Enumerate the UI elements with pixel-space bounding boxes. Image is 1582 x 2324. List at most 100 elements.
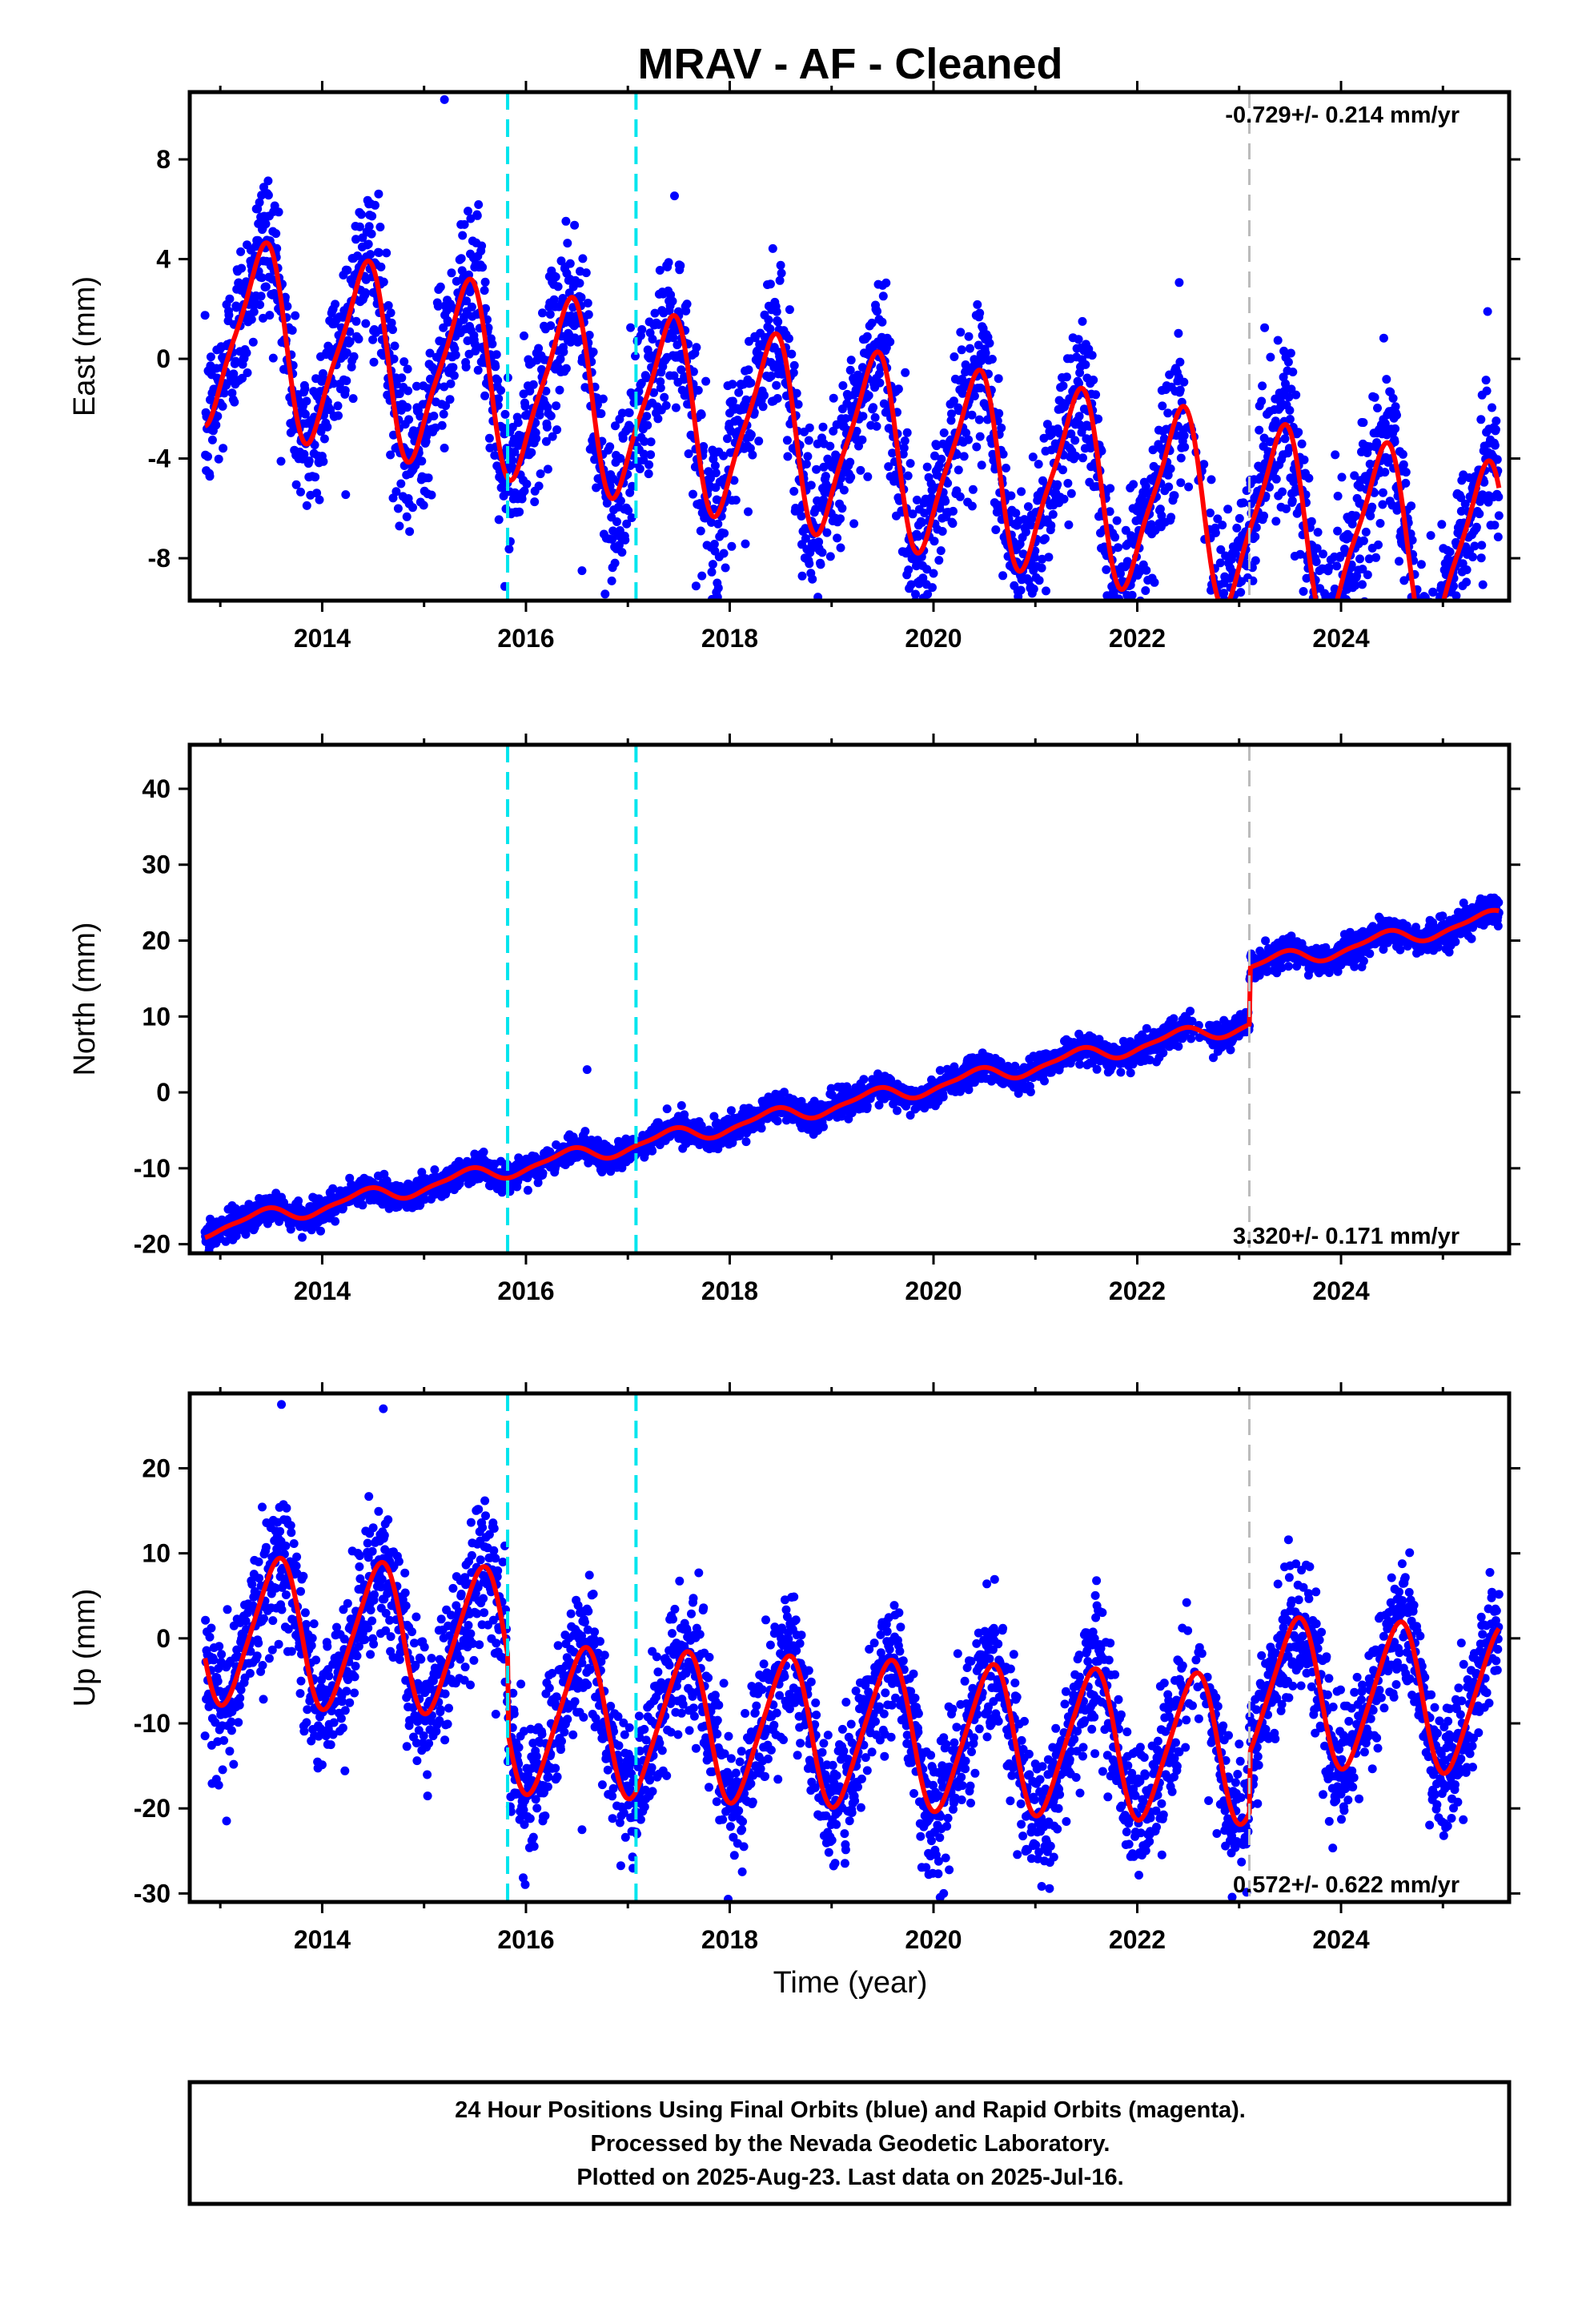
obs-point <box>1367 502 1377 512</box>
obs-point <box>237 263 247 273</box>
obs-point <box>265 311 275 320</box>
obs-point <box>546 321 556 331</box>
obs-point <box>1113 661 1122 670</box>
obs-point <box>1424 654 1433 663</box>
obs-point <box>1365 460 1375 468</box>
obs-point <box>1358 580 1367 589</box>
obs-point <box>765 279 775 289</box>
obs-point <box>331 1216 340 1226</box>
obs-point <box>422 432 432 441</box>
obs-point <box>1434 609 1443 618</box>
obs-point <box>1390 437 1399 447</box>
obs-point <box>948 519 958 529</box>
obs-point <box>291 311 300 320</box>
obs-point <box>610 558 620 568</box>
obs-point <box>1215 558 1225 568</box>
obs-point <box>387 318 396 328</box>
obs-point <box>741 1137 751 1147</box>
obs-point <box>1420 642 1429 651</box>
obs-point <box>699 442 709 451</box>
obs-point <box>793 400 803 409</box>
obs-point <box>1017 487 1026 497</box>
obs-point <box>845 457 855 467</box>
obs-point <box>1016 585 1026 595</box>
obs-point <box>938 527 947 536</box>
obs-point <box>1299 587 1308 596</box>
obs-point <box>775 275 785 285</box>
obs-point <box>797 571 807 581</box>
obs-point <box>760 391 769 400</box>
obs-point <box>386 308 396 318</box>
obs-point <box>552 425 562 435</box>
obs-point <box>477 241 487 251</box>
obs-point <box>849 519 859 529</box>
obs-point <box>846 356 856 365</box>
obs-point <box>1319 549 1327 559</box>
obs-point <box>624 408 634 417</box>
obs-point <box>576 292 586 302</box>
obs-point <box>565 259 575 268</box>
obs-point <box>255 300 265 309</box>
obs-point <box>1213 623 1222 632</box>
obs-point <box>1313 528 1323 537</box>
obs-point <box>1164 482 1174 492</box>
panel-frame <box>187 90 1512 603</box>
obs-point <box>837 504 847 513</box>
obs-point <box>1332 561 1342 571</box>
obs-point <box>764 315 773 324</box>
obs-point <box>1311 690 1320 698</box>
obs-point <box>1062 372 1071 382</box>
obs-point <box>1337 472 1347 482</box>
obs-point <box>242 348 251 358</box>
obs-outlier <box>1219 589 1229 598</box>
obs-point <box>901 368 910 377</box>
obs-point <box>708 560 717 569</box>
obs-point <box>949 396 958 406</box>
obs-point <box>1184 482 1194 492</box>
obs-point <box>1214 609 1223 617</box>
obs-point <box>1236 588 1246 597</box>
obs-point <box>437 420 447 430</box>
obs-point <box>342 376 351 385</box>
obs-point <box>602 498 612 508</box>
obs-point <box>1255 425 1264 435</box>
obs-point <box>433 301 443 311</box>
model-curve <box>203 240 1502 601</box>
obs-point <box>358 1200 367 1210</box>
obs-point <box>1423 660 1431 669</box>
obs-point <box>351 235 360 244</box>
obs-point <box>964 332 974 341</box>
obs-point <box>1222 645 1231 653</box>
obs-point <box>1225 615 1234 624</box>
obs-point <box>689 489 697 499</box>
obs-point <box>513 418 523 428</box>
obs-point <box>706 473 715 483</box>
obs-point <box>494 394 504 404</box>
obs-point <box>1265 437 1275 447</box>
obs-point <box>858 412 868 421</box>
obs-point <box>1456 506 1466 516</box>
obs-point <box>510 448 520 456</box>
obs-point <box>522 479 532 489</box>
obs-point <box>1398 449 1407 459</box>
obs-point <box>748 450 757 460</box>
obs-point <box>1378 500 1387 509</box>
obs-point <box>1129 480 1138 489</box>
obs-point <box>1174 278 1184 287</box>
obs-point <box>1048 509 1058 519</box>
obs-point <box>229 369 239 379</box>
obs-point <box>875 378 885 388</box>
obs-point <box>838 381 848 390</box>
obs-point <box>1426 531 1435 541</box>
obs-point <box>472 211 482 220</box>
obs-point <box>903 471 913 480</box>
obs-point <box>249 307 259 316</box>
y-tick-label: -8 <box>148 544 171 573</box>
obs-point <box>261 282 271 292</box>
obs-point <box>1444 611 1453 620</box>
obs-point <box>480 391 490 400</box>
obs-point <box>351 316 361 326</box>
obs-point <box>1018 605 1026 613</box>
obs-point <box>1166 513 1176 522</box>
obs-point <box>541 436 551 446</box>
